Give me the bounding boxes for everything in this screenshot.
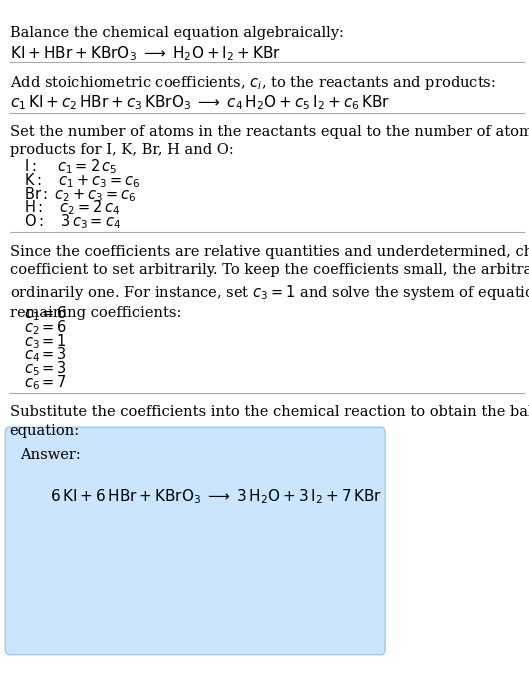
Text: $\mathrm{I}:\quad\; c_1 = 2\,c_5$: $\mathrm{I}:\quad\; c_1 = 2\,c_5$	[24, 157, 117, 176]
Text: Answer:: Answer:	[20, 448, 81, 462]
Text: $c_5 = 3$: $c_5 = 3$	[24, 359, 67, 378]
Text: $c_2 = 6$: $c_2 = 6$	[24, 318, 67, 337]
Text: $\mathrm{KI + HBr + KBrO_3} \;\longrightarrow\; \mathrm{H_2O + I_2 + KBr}$: $\mathrm{KI + HBr + KBrO_3} \;\longright…	[10, 45, 281, 63]
Text: $c_1 = 6$: $c_1 = 6$	[24, 304, 67, 323]
Text: $\mathrm{K}:\quad c_1 + c_3 = c_6$: $\mathrm{K}:\quad c_1 + c_3 = c_6$	[24, 171, 140, 190]
Text: Balance the chemical equation algebraically:: Balance the chemical equation algebraica…	[10, 26, 343, 40]
Text: $6\,\mathrm{KI} + 6\,\mathrm{HBr} + \mathrm{KBrO_3} \;\longrightarrow\; 3\,\math: $6\,\mathrm{KI} + 6\,\mathrm{HBr} + \mat…	[50, 488, 382, 506]
FancyBboxPatch shape	[5, 427, 385, 655]
Text: Set the number of atoms in the reactants equal to the number of atoms in the
pro: Set the number of atoms in the reactants…	[10, 125, 529, 157]
Text: Substitute the coefficients into the chemical reaction to obtain the balanced
eq: Substitute the coefficients into the che…	[10, 405, 529, 438]
Text: $c_1\,\mathrm{KI} + c_2\,\mathrm{HBr} + c_3\,\mathrm{KBrO_3} \;\longrightarrow\;: $c_1\,\mathrm{KI} + c_2\,\mathrm{HBr} + …	[10, 93, 389, 112]
Text: $\mathrm{O}:\quad 3\,c_3 = c_4$: $\mathrm{O}:\quad 3\,c_3 = c_4$	[24, 212, 121, 231]
Text: $c_6 = 7$: $c_6 = 7$	[24, 373, 67, 392]
Text: $c_3 = 1$: $c_3 = 1$	[24, 332, 67, 350]
Text: $\mathrm{H}:\quad c_2 = 2\,c_4$: $\mathrm{H}:\quad c_2 = 2\,c_4$	[24, 199, 120, 217]
Text: Add stoichiometric coefficients, $c_i$, to the reactants and products:: Add stoichiometric coefficients, $c_i$, …	[10, 74, 495, 91]
Text: Since the coefficients are relative quantities and underdetermined, choose a
coe: Since the coefficients are relative quan…	[10, 245, 529, 320]
Text: $\mathrm{Br}:\; c_2 + c_3 = c_6$: $\mathrm{Br}:\; c_2 + c_3 = c_6$	[24, 185, 136, 203]
Text: $c_4 = 3$: $c_4 = 3$	[24, 346, 67, 364]
